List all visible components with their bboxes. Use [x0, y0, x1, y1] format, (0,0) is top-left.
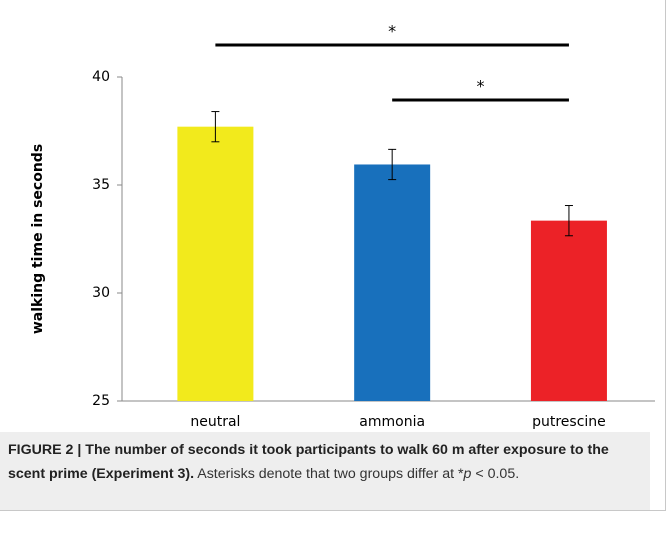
chart: walking time in seconds 25 30 35 40 neutral a…: [30, 22, 655, 430]
caption-part: p: [463, 466, 472, 482]
caption-part: FIGURE 2 | The number of seconds it took…: [8, 442, 609, 482]
x-tick-label: putrescine: [532, 414, 606, 430]
caption-part: Asterisks denote that two groups differ …: [194, 466, 464, 482]
bar: [354, 164, 431, 401]
bar: [177, 126, 254, 402]
significance-marker: *: [477, 77, 485, 96]
x-tick-label: neutral: [190, 414, 240, 430]
y-tick-label: 35: [92, 177, 110, 193]
caption: FIGURE 2 | The number of seconds it took…: [0, 432, 650, 510]
significance-marker: *: [388, 22, 396, 41]
figure-frame: [0, 0, 666, 511]
y-axis-label: walking time in seconds: [30, 144, 46, 334]
y-tick-label: 30: [92, 285, 110, 301]
y-tick-label: 40: [92, 69, 110, 85]
x-tick-label: ammonia: [359, 414, 425, 430]
caption-part: < 0.05.: [471, 466, 520, 482]
bar: [530, 220, 607, 401]
y-tick-label: 25: [92, 393, 110, 409]
